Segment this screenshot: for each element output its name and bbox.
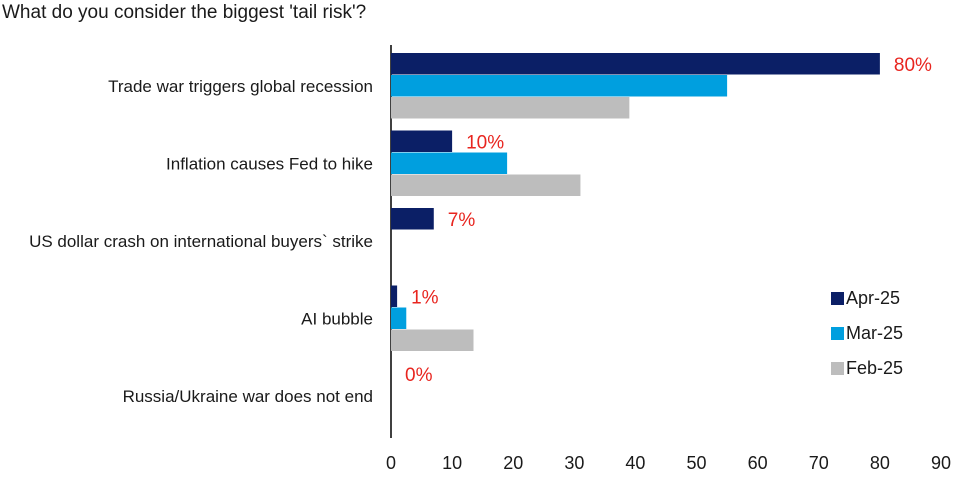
category-label: AI bubble xyxy=(301,309,373,328)
x-tick-label: 80 xyxy=(870,453,890,473)
bar-mar-25 xyxy=(391,152,508,174)
bar-apr-25 xyxy=(391,130,453,152)
legend-swatch xyxy=(831,327,844,340)
x-tick-label: 30 xyxy=(564,453,584,473)
legend-swatch xyxy=(831,362,844,375)
bar-mar-25 xyxy=(391,75,728,97)
category-label: Russia/Ukraine war does not end xyxy=(123,387,373,406)
bar-feb-25 xyxy=(391,329,474,351)
bar-mar-25 xyxy=(391,307,407,329)
data-label: 0% xyxy=(405,365,433,386)
data-label: 80% xyxy=(894,55,932,76)
category-label: Inflation causes Fed to hike xyxy=(166,154,373,173)
legend-label: Feb-25 xyxy=(846,358,903,378)
x-tick-label: 60 xyxy=(748,453,768,473)
chart-title: What do you consider the biggest 'tail r… xyxy=(2,2,367,23)
x-tick-label: 40 xyxy=(625,453,645,473)
data-label: 7% xyxy=(448,210,476,231)
category-label: Trade war triggers global recession xyxy=(108,77,373,96)
bar-feb-25 xyxy=(391,97,630,119)
x-tick-label: 90 xyxy=(931,453,951,473)
bar-apr-25 xyxy=(391,53,880,75)
data-label: 1% xyxy=(411,288,439,309)
x-tick-label: 70 xyxy=(809,453,829,473)
bar-apr-25 xyxy=(391,285,398,307)
category-label: US dollar crash on international buyers`… xyxy=(29,232,373,251)
legend-label: Apr-25 xyxy=(846,288,900,308)
legend-label: Mar-25 xyxy=(846,323,903,343)
x-tick-label: 50 xyxy=(687,453,707,473)
x-tick-label: 20 xyxy=(503,453,523,473)
legend-swatch xyxy=(831,292,844,305)
bar-feb-25 xyxy=(391,174,581,196)
data-label: 10% xyxy=(466,133,504,154)
bar-apr-25 xyxy=(391,208,434,230)
x-tick-label: 10 xyxy=(442,453,462,473)
x-tick-label: 0 xyxy=(386,453,396,473)
